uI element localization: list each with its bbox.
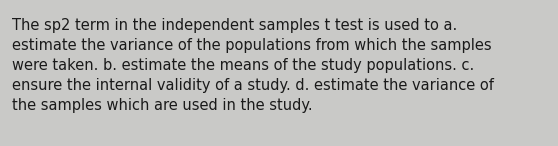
Text: The sp2 term in the independent samples t test is used to a.
estimate the varian: The sp2 term in the independent samples … bbox=[12, 18, 494, 113]
